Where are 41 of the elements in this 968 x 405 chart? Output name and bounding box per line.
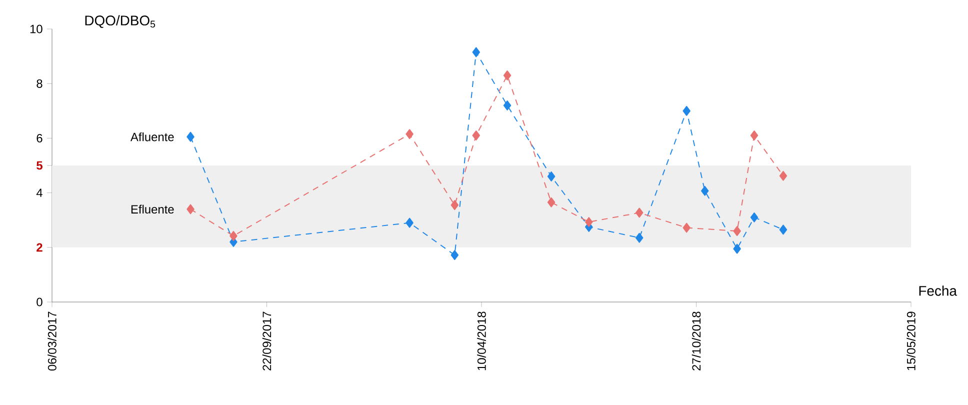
point [682, 222, 690, 233]
x-axis-title: Fecha [919, 286, 957, 296]
point [186, 132, 194, 142]
point [547, 197, 556, 208]
point [750, 130, 758, 140]
point [406, 218, 414, 228]
x-tick-label: 10/04/2018 [477, 312, 486, 370]
point [682, 106, 690, 116]
series-label: Afluente [130, 132, 174, 142]
point [186, 204, 194, 214]
point [503, 100, 512, 110]
point [585, 217, 593, 228]
point [635, 232, 644, 243]
y-tick-label: 6 [36, 134, 42, 142]
point [750, 212, 758, 222]
point [733, 244, 741, 254]
point [406, 129, 414, 140]
x-tick-label: 27/10/2018 [692, 312, 701, 370]
y-tick-label: 2 [36, 243, 42, 252]
point [700, 186, 709, 196]
point [503, 70, 512, 80]
point [779, 170, 788, 181]
point [733, 226, 741, 236]
y-tick-label: 8 [36, 79, 42, 88]
point [472, 130, 480, 140]
y-axis-title: DQO/DBO$_{5}$ [85, 15, 156, 28]
series-label: Efluente [131, 204, 174, 214]
point [547, 171, 556, 182]
y-tick-label: 4 [36, 188, 42, 197]
point [635, 208, 644, 218]
x-tick-label: 22/09/2017 [262, 312, 272, 370]
y-tick-label: 10 [30, 24, 42, 34]
x-tick-label: 06/03/2017 [48, 312, 56, 371]
x-tick-label: 15/05/2019 [906, 312, 916, 370]
y-tick-label: 5 [36, 161, 42, 170]
point [450, 200, 459, 210]
y-tick-label: 0 [36, 298, 42, 306]
point [450, 250, 459, 260]
point [230, 230, 238, 241]
point [779, 224, 788, 235]
point [472, 47, 480, 58]
